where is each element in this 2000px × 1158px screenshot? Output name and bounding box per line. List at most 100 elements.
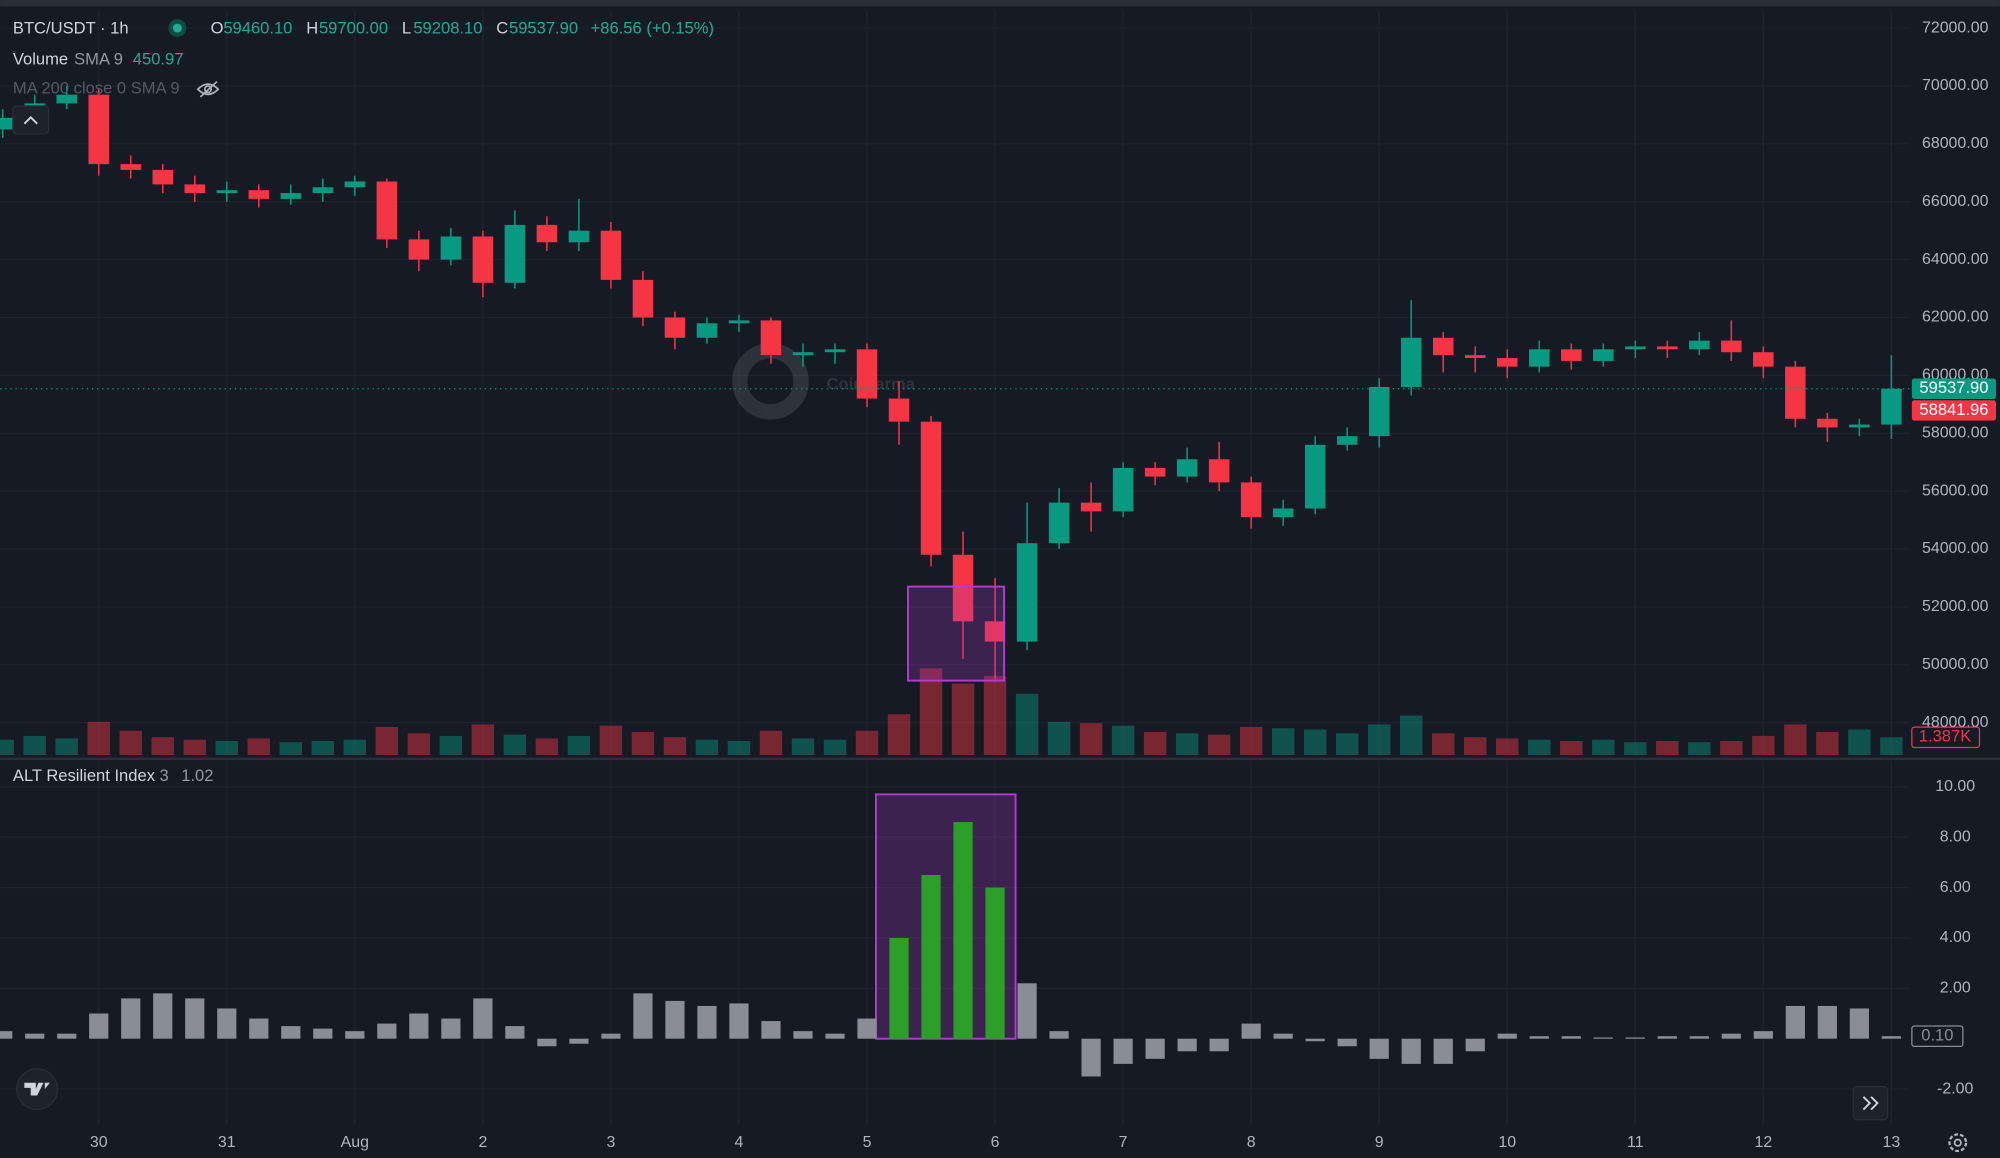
- candle-body: [1593, 349, 1614, 361]
- candle-body: [1497, 358, 1518, 367]
- indicator-bar: [729, 1003, 749, 1039]
- volume-bar: [1816, 732, 1839, 755]
- indicator-bar: [185, 998, 205, 1039]
- legend-change: +86.56 (+0.15%): [591, 19, 714, 38]
- candle-body: [1400, 337, 1422, 387]
- volume-bar: [439, 735, 463, 755]
- candle-body: [1881, 388, 1902, 425]
- last-price-badge: [1911, 378, 1997, 399]
- candle-body: [184, 184, 206, 194]
- indicator-bar: [569, 1038, 589, 1044]
- x-tick-label: 5: [863, 1134, 872, 1151]
- indicator-bar: [889, 937, 909, 1039]
- legend-low: 59208.10: [413, 19, 482, 38]
- x-tick-label: 9: [1375, 1134, 1384, 1151]
- hide-icon[interactable]: [196, 81, 220, 98]
- eye-slash: [199, 81, 218, 98]
- candle-body: [568, 230, 590, 243]
- volume-bar: [1528, 739, 1551, 755]
- indicator-bar: [1753, 1031, 1773, 1039]
- indicator-bar: [1017, 983, 1037, 1039]
- volume-bar: [919, 668, 943, 755]
- volume-label: Volume: [13, 49, 68, 68]
- candle-body: [440, 236, 462, 260]
- candle-body: [1625, 346, 1646, 350]
- volume-bar: [1079, 723, 1103, 755]
- volume-bar: [695, 739, 719, 755]
- y-tick-label: 50000.00: [1922, 656, 1989, 673]
- indicator-bar: [409, 1013, 429, 1039]
- candle-body: [152, 169, 174, 185]
- volume-bar: [503, 734, 527, 755]
- settings-button[interactable]: [1948, 1133, 1968, 1153]
- legend-high: 59700.00: [319, 19, 388, 38]
- volume-bar: [855, 730, 879, 755]
- legend-open: 59460.10: [223, 19, 292, 38]
- indicator-bar: [601, 1033, 621, 1039]
- volume-bar: [1592, 739, 1615, 755]
- volume-bar: [247, 738, 270, 755]
- candle-body: [280, 193, 302, 199]
- indicator-bar: [1113, 1038, 1133, 1064]
- volume-bar: [1015, 693, 1039, 755]
- volume-bar: [1688, 742, 1711, 755]
- volume-bar: [1367, 724, 1391, 755]
- eye-pupil: [204, 85, 213, 94]
- y-tick-label: 8.00: [1940, 828, 1971, 845]
- candle-body: [1368, 386, 1390, 437]
- candle-body: [1753, 352, 1774, 367]
- candle-body: [1785, 366, 1806, 419]
- ma-label: MA 200 close 0 SMA 9: [13, 79, 180, 98]
- legend-h: H: [306, 19, 318, 38]
- volume-bar: [1143, 732, 1167, 755]
- volume-bar: [1784, 724, 1807, 755]
- y-tick-label: 66000.00: [1922, 193, 1989, 210]
- indicator-bar: [153, 993, 173, 1039]
- volume-bar: [1335, 733, 1359, 755]
- volume-bar: [567, 735, 591, 755]
- indicator-bar: [217, 1008, 237, 1039]
- candle-body: [536, 224, 558, 243]
- volume-bar: [1496, 738, 1519, 755]
- volume-bar: [1400, 715, 1423, 755]
- y-tick-label: 2.00: [1940, 980, 1971, 997]
- highlight-box: [907, 585, 1005, 682]
- indicator-bar: [345, 1031, 365, 1039]
- volume-sma-value: 450.97: [133, 49, 184, 68]
- candle-body: [376, 181, 398, 240]
- indicator-bar: [825, 1033, 845, 1039]
- tradingview-logo[interactable]: [16, 1068, 59, 1111]
- x-tick-label: 31: [218, 1134, 236, 1151]
- scroll-right-button[interactable]: [1852, 1085, 1889, 1121]
- candle-body: [1208, 459, 1230, 483]
- plot: [0, 86, 1910, 1077]
- x-tick-label: 8: [1247, 1134, 1256, 1151]
- volume-bar: [599, 725, 623, 755]
- volume-bar: [951, 683, 975, 755]
- indicator-bar: [1465, 1038, 1485, 1052]
- candle-body: [216, 190, 238, 194]
- indicator-bar: [1689, 1036, 1709, 1039]
- symbol-title: BTC/USDT · 1h: [13, 19, 129, 38]
- volume-badge-label: 1.387K: [1919, 727, 1971, 746]
- volume-bar: [1175, 733, 1199, 755]
- candle-body: [1689, 340, 1710, 350]
- indicator-bar: [1241, 1023, 1261, 1039]
- y-tick-label: 64000.00: [1922, 251, 1989, 268]
- volume-bar: [1464, 737, 1487, 755]
- legend-c: C: [496, 19, 508, 38]
- volume-bar: [1303, 729, 1327, 755]
- volume-bar: [1752, 735, 1775, 755]
- indicator-bar: [1305, 1038, 1325, 1042]
- volume-bar: [1560, 740, 1583, 755]
- collapse-button[interactable]: [12, 105, 50, 135]
- indicator-bar: [537, 1038, 557, 1047]
- candle-body: [1016, 543, 1038, 642]
- indicator-bar: [1337, 1038, 1357, 1047]
- indicator-bar: [697, 1005, 717, 1039]
- legend-close: 59537.90: [509, 19, 578, 38]
- x-tick-label: 4: [735, 1134, 744, 1151]
- indicator-badge: [1911, 1025, 1964, 1048]
- volume-badge: [1911, 726, 1981, 749]
- last-price-label: 59537.90: [1919, 378, 1988, 397]
